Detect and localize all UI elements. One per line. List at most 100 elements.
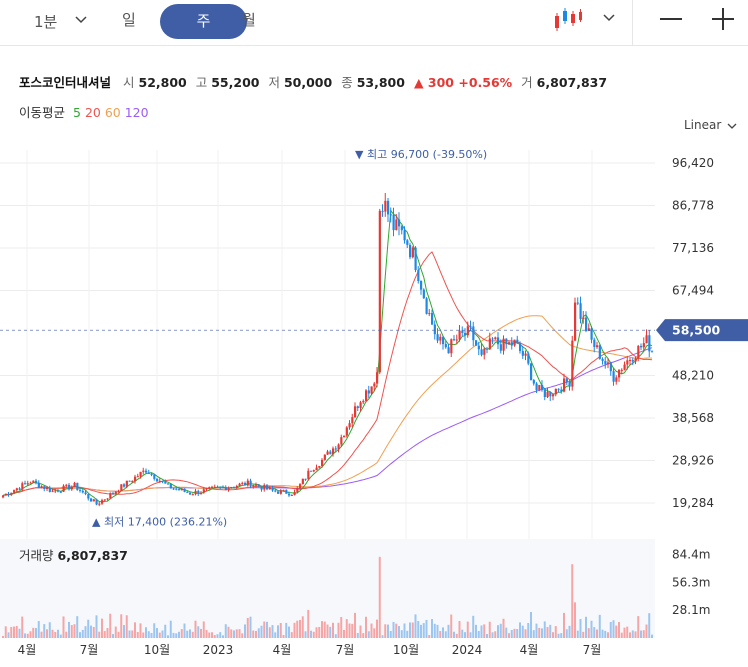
volume-bar (466, 621, 469, 638)
tab-day[interactable]: 일 (122, 11, 136, 29)
candle-body (268, 487, 271, 490)
candle-body (197, 490, 200, 494)
ma-line (2, 209, 653, 503)
volume-bar (334, 634, 337, 638)
volume-label: 거 (521, 75, 533, 90)
candle-body (211, 486, 214, 488)
candle-body (279, 490, 282, 494)
volume-bar (384, 624, 387, 638)
volume-bar (282, 634, 285, 638)
x-tick-label: 7월 (583, 643, 602, 657)
candle-body (62, 485, 65, 492)
tab-month[interactable]: 월 (242, 11, 256, 29)
stock-name: 포스코인터내셔널 (19, 75, 112, 90)
candle-body (205, 488, 208, 490)
ma-line (2, 315, 653, 496)
ma-60: 60 (104, 105, 121, 120)
volume-bar (370, 623, 373, 638)
volume-bar (158, 632, 161, 638)
candle-body (183, 488, 186, 492)
x-tick-label: 2023 (203, 643, 234, 657)
volume-bar (128, 630, 131, 638)
candle-body (538, 384, 541, 391)
volume-bar (510, 630, 513, 638)
candle-body (293, 492, 296, 495)
candle-body (334, 448, 337, 450)
volume-bar (101, 618, 103, 638)
volume-bar (274, 632, 277, 638)
candle-body (524, 353, 527, 356)
volume-bar (543, 621, 546, 638)
volume-bar (227, 626, 230, 638)
volume-bar (180, 629, 183, 638)
chevron-down-icon[interactable] (74, 13, 88, 27)
candlestick-icon[interactable] (553, 7, 583, 33)
y-tick-label: 67,494 (672, 284, 714, 298)
volume-bar (604, 630, 607, 638)
candle-body (158, 480, 161, 482)
plus-icon-stroke[interactable] (722, 8, 724, 30)
ma-5-line (2, 209, 653, 503)
candle-body (389, 214, 392, 216)
volume-bar (73, 624, 76, 638)
volume-bar (26, 633, 29, 638)
volume-bar (351, 623, 354, 638)
candle-body (634, 358, 637, 362)
x-tick-label: 7월 (80, 643, 99, 657)
interval-select[interactable]: 1분 (34, 13, 58, 31)
moving-average-legend[interactable]: 이동평균 5 20 60 120 (19, 102, 149, 121)
candle-body (84, 492, 87, 495)
candle-body (530, 363, 533, 380)
candle-body (48, 487, 51, 492)
volume-bar (2, 635, 4, 638)
volume-bar (18, 628, 21, 638)
volume-bar (406, 630, 409, 638)
candle-body (175, 488, 178, 490)
volume-bar (469, 632, 472, 638)
y-tick-label: 38,568 (672, 411, 714, 425)
volume-bar (640, 630, 642, 638)
volume-bar (477, 631, 480, 638)
volume-bar (585, 616, 587, 638)
volume-bars (0, 539, 655, 638)
volume-bar (411, 622, 414, 638)
candle-body (442, 336, 445, 345)
volume-bar (508, 633, 510, 638)
candle-body (120, 484, 123, 492)
volume-bar (62, 616, 65, 638)
chevron-down-icon[interactable] (726, 120, 738, 132)
candle-body (351, 417, 354, 424)
volume-bar (24, 633, 26, 638)
candle-body (274, 490, 277, 492)
volume-bar (46, 629, 48, 638)
volume-bar (576, 630, 579, 638)
candle-body (455, 339, 458, 341)
tab-week[interactable]: 주 (160, 4, 247, 39)
volume-bar (535, 623, 538, 638)
volume-bar (183, 623, 186, 638)
candle-body (568, 382, 571, 387)
chevron-down-icon[interactable] (602, 11, 616, 25)
candle-body (260, 486, 263, 490)
ma-line (2, 347, 653, 496)
candle-body (532, 379, 535, 384)
candle-body (73, 482, 76, 487)
minus-icon[interactable] (660, 18, 682, 20)
candle-body (315, 467, 318, 471)
volume-bar (208, 632, 211, 638)
volume-bar (563, 612, 565, 638)
candle-body (186, 491, 189, 493)
volume-bar (532, 630, 535, 638)
volume-bar (414, 614, 417, 638)
scale-select[interactable]: Linear (684, 118, 722, 132)
candle-body (194, 490, 197, 495)
candle-body (92, 499, 95, 502)
candle-body (224, 487, 227, 490)
candle-body (257, 484, 260, 487)
volume-bar (244, 624, 246, 638)
candle-body (249, 480, 252, 487)
candle-body (359, 402, 362, 408)
candle-body (400, 226, 403, 231)
volume-bar (433, 623, 436, 638)
